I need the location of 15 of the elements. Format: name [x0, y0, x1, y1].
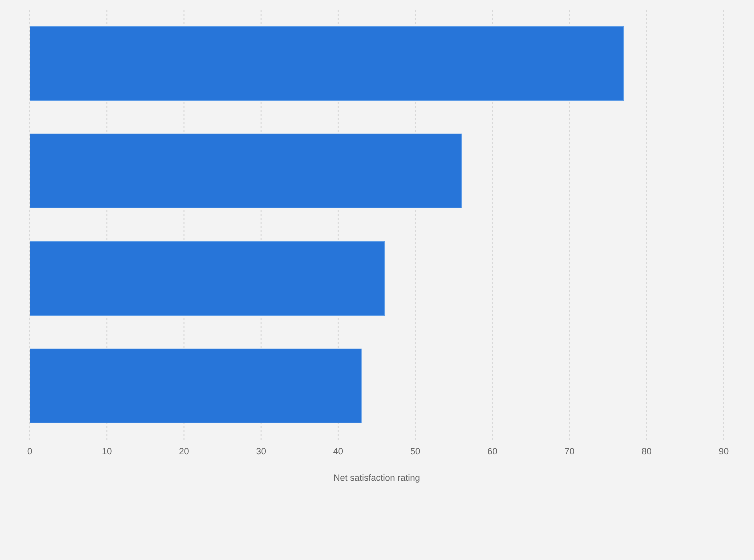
x-tick-label: 70: [564, 446, 575, 456]
x-tick-label: 20: [179, 446, 190, 456]
x-tick-label: 60: [488, 446, 498, 456]
bar: [30, 348, 362, 424]
x-tick-label: 80: [642, 446, 652, 456]
x-axis-title: Net satisfaction rating: [334, 473, 420, 483]
x-tick-label: 30: [256, 446, 266, 456]
x-tick-label: 50: [410, 446, 421, 456]
x-tick-label: 40: [333, 446, 344, 456]
x-tick-label: 0: [27, 446, 33, 456]
x-tick-label: 90: [718, 446, 730, 456]
bar: [30, 241, 386, 316]
x-tick-label: 10: [102, 446, 112, 456]
bar: [30, 134, 462, 208]
bar: [30, 26, 624, 101]
